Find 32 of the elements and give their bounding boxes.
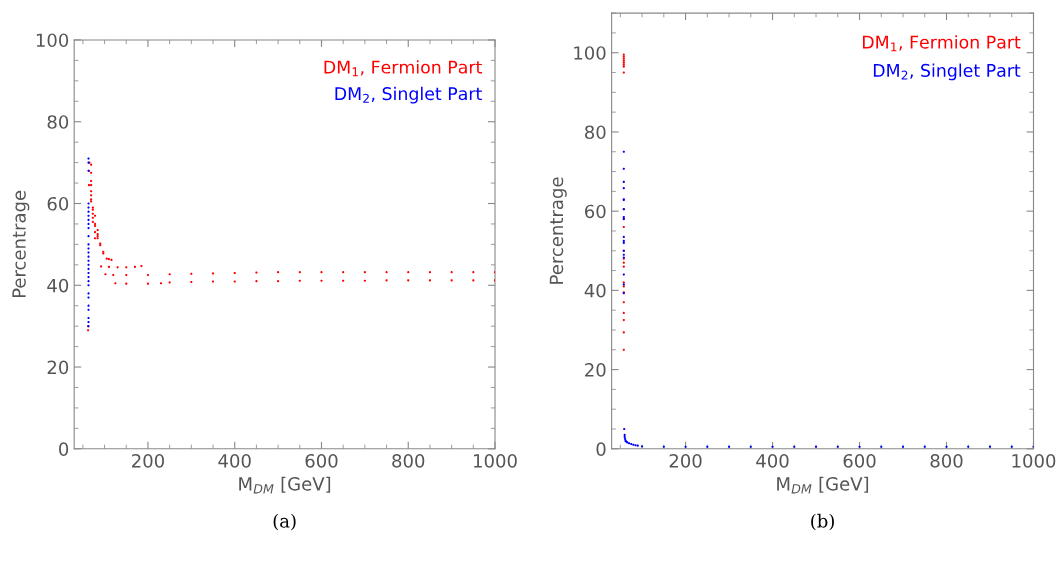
x-tick-label: 600 <box>305 453 338 468</box>
y-tick-label: 100 <box>574 46 606 60</box>
y-tick-label: 80 <box>585 125 606 140</box>
x-tick-label: 1000 <box>1012 453 1056 468</box>
text: DM$_{1}$, Fermion Part <box>324 60 482 77</box>
text: (b) <box>811 513 834 531</box>
x-tick-label: 800 <box>392 453 425 468</box>
text: DM$_{1}$, Fermion Part <box>863 35 1021 52</box>
x-tick-label: 400 <box>756 453 789 468</box>
text: (a) <box>273 513 296 531</box>
y-tick-label: 40 <box>47 278 69 293</box>
y-tick-label: 0 <box>59 442 69 456</box>
x-axis-title: M$_{DM}$ [GeV] <box>239 476 331 494</box>
y-tick-label: 100 <box>36 33 69 48</box>
x-tick-label: 400 <box>218 453 251 468</box>
y-tick-label: 20 <box>47 360 69 375</box>
x-tick-label: 800 <box>930 453 963 468</box>
text: DM$_{2}$, Singlet Part <box>335 86 482 104</box>
y-tick-label: 0 <box>596 442 606 456</box>
x-tick-label: 1000 <box>474 453 517 468</box>
y-tick-label: 60 <box>585 204 606 219</box>
x-tick-label: 200 <box>132 453 164 468</box>
y-tick-label: 60 <box>47 196 69 211</box>
y-tick-label: 20 <box>585 363 606 377</box>
x-tick-label: 600 <box>843 453 876 468</box>
text: DM$_{2}$, Singlet Part <box>873 63 1021 81</box>
x-tick-label: 200 <box>669 453 702 468</box>
y-axis-title: Percentrage <box>12 190 30 298</box>
y-tick-label: 80 <box>47 115 69 129</box>
y-axis-title: Percentrage <box>549 177 567 284</box>
x-axis-title: M$_{DM}$ [GeV] <box>777 476 869 494</box>
y-tick-label: 40 <box>584 283 606 298</box>
